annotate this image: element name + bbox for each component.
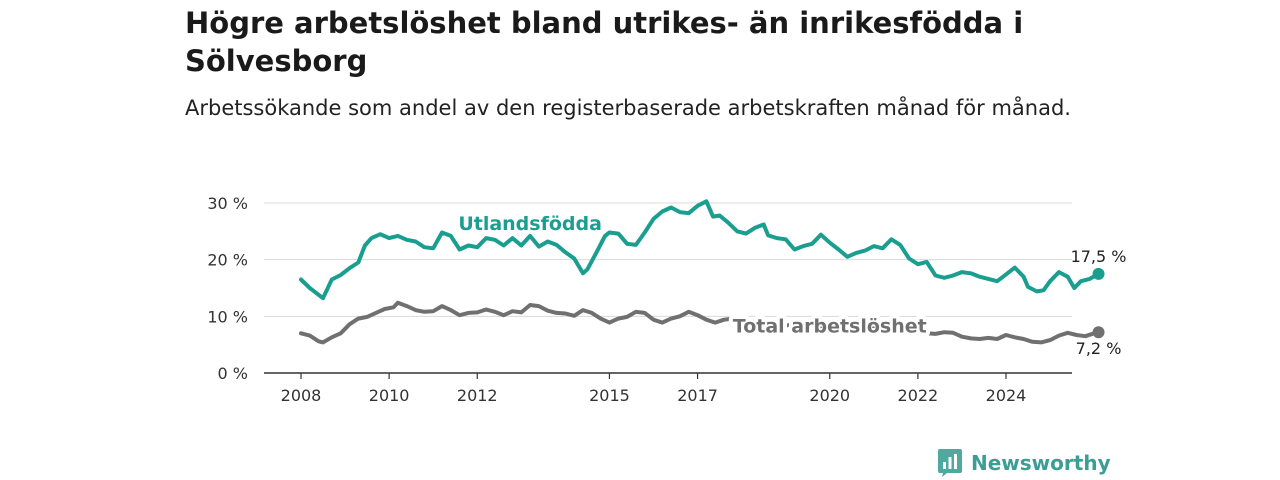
series-name-halo: Total arbetslöshet xyxy=(733,316,927,338)
line-chart: 0 % 10 % 20 % 30 % 2008 2010 2012 2015 2017 2020 2… xyxy=(207,194,1126,405)
x-tick-label: 2010 xyxy=(369,386,410,405)
series-end-marker xyxy=(1092,326,1105,339)
x-tick-label: 2008 xyxy=(281,386,322,405)
x-tick-label: 2024 xyxy=(986,386,1027,405)
series-line-utlandsfodda xyxy=(299,199,1101,301)
x-tick-label: 2017 xyxy=(677,386,718,405)
series-end-label: 7,2 % xyxy=(1076,339,1122,358)
chart-labels: 0 % 10 % 20 % 30 % 2008 2010 2012 2015 2017 2020 2… xyxy=(207,194,1126,405)
chart-title: Högre arbetslöshet bland utrikes- än inr… xyxy=(185,6,1024,78)
x-tick-label: 2020 xyxy=(809,386,850,405)
x-tick-label: 2012 xyxy=(457,386,498,405)
y-tick-label: 30 % xyxy=(207,194,248,213)
series-name-halo: Utlandsfödda xyxy=(458,213,602,235)
series-name-label: Total arbetslöshet xyxy=(733,316,927,338)
y-tick-label: 10 % xyxy=(207,307,248,326)
newsworthy-logo-icon xyxy=(938,449,962,477)
y-tick-label: 20 % xyxy=(207,251,248,270)
series-line-total xyxy=(299,300,1101,345)
axes xyxy=(264,372,1072,379)
brand-name: Newsworthy xyxy=(971,451,1111,475)
series-end-marker xyxy=(1092,267,1105,280)
x-tick-label: 2022 xyxy=(898,386,939,405)
series-lines xyxy=(299,199,1105,345)
y-tick-label: 0 % xyxy=(218,364,248,383)
brand: Newsworthy xyxy=(937,448,1111,478)
x-tick-label: 2015 xyxy=(589,386,630,405)
gridlines xyxy=(264,202,1072,317)
series-name-label: Utlandsfödda xyxy=(458,213,602,235)
chart-subtitle: Arbetssökande som andel av den registerb… xyxy=(185,96,1071,120)
series-end-label: 17,5 % xyxy=(1071,247,1127,266)
